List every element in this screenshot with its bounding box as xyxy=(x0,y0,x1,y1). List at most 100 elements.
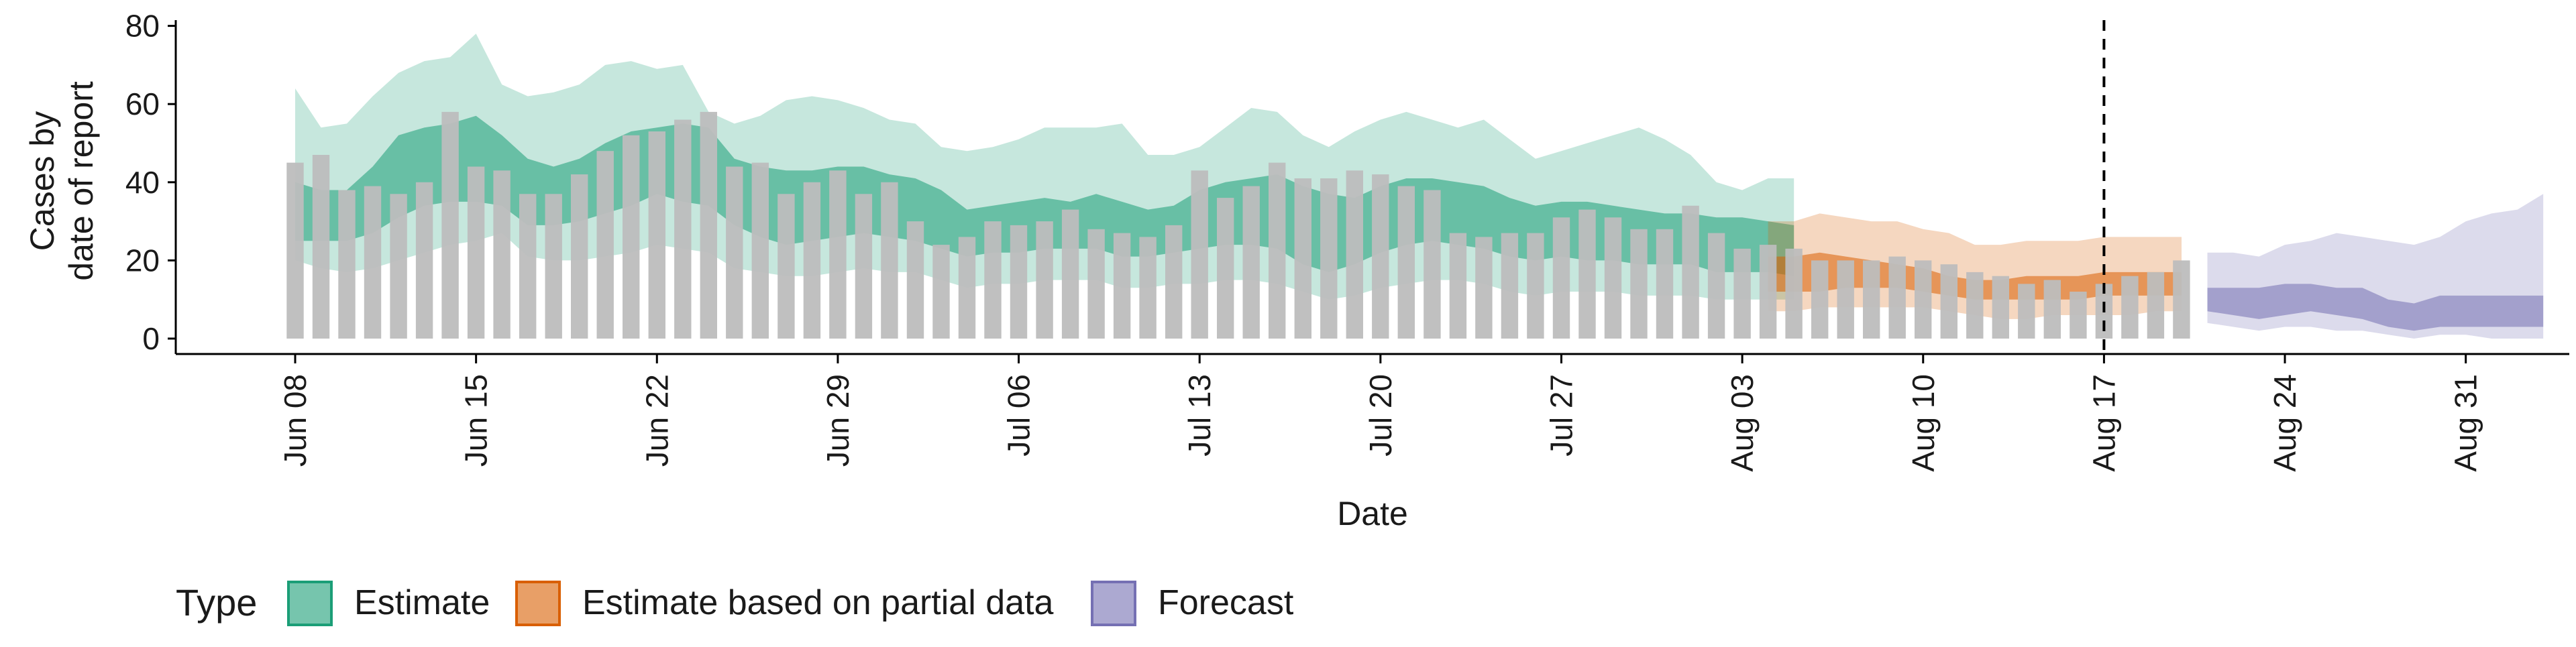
x-tick-label: Jul 20 xyxy=(1363,374,1398,457)
x-tick-label: Aug 10 xyxy=(1906,374,1941,472)
reported-cases-bar xyxy=(467,166,485,339)
legend-label-estimate-based-on-partial-data: Estimate based on partial data xyxy=(582,583,1054,622)
reported-cases-bar xyxy=(364,186,382,339)
x-axis-label: Date xyxy=(1337,495,1408,532)
reported-cases-bar xyxy=(1139,237,1157,339)
y-ticks: 0 20 40 60 80 xyxy=(125,9,176,356)
reported-cases-bar xyxy=(2173,260,2190,339)
reported-cases-bar xyxy=(519,194,537,339)
reported-cases-bar xyxy=(1915,260,1932,339)
reported-cases-bar xyxy=(1604,217,1622,339)
reported-cases-bar xyxy=(1552,217,1570,339)
legend-swatch-estimate-based-on-partial-data xyxy=(515,581,561,626)
x-tick-label: Jun 29 xyxy=(820,374,855,467)
reported-cases-bar xyxy=(958,237,976,339)
reported-cases-bar xyxy=(1527,233,1544,339)
reported-cases-bar xyxy=(674,119,692,339)
axes-layer: Cases by date of report Date xyxy=(23,20,2569,532)
reported-cases-bar xyxy=(1113,233,1131,339)
reported-cases-bar xyxy=(2121,276,2139,339)
bar-layer xyxy=(286,111,2190,339)
reported-cases-bar xyxy=(906,221,924,339)
reported-cases-bar xyxy=(1346,170,1363,339)
reported-cases-bar xyxy=(312,155,330,339)
reported-cases-bar xyxy=(829,170,847,339)
reported-cases-bar xyxy=(571,174,588,339)
x-tick-label: Aug 31 xyxy=(2449,374,2483,472)
reported-cases-bar xyxy=(648,131,665,339)
reported-cases-bar xyxy=(1217,198,1234,339)
reported-cases-bar xyxy=(1501,233,1519,339)
reported-cases-bar xyxy=(2018,284,2035,339)
reported-cases-bar xyxy=(1242,186,1260,339)
reported-cases-bar xyxy=(1707,233,1725,339)
reported-cases-bar xyxy=(1397,186,1415,339)
reported-cases-bar xyxy=(1165,225,1183,339)
x-tick-label: Aug 03 xyxy=(1725,374,1760,472)
reported-cases-bar xyxy=(1733,248,1751,339)
reported-cases-bar xyxy=(338,190,356,339)
reported-cases-bar xyxy=(1294,178,1311,339)
legend-title: Type xyxy=(176,581,257,624)
reported-cases-bar xyxy=(1449,233,1467,339)
reported-cases-bar xyxy=(1759,245,1777,339)
reported-cases-bar xyxy=(390,194,407,339)
reported-cases-bar xyxy=(881,182,898,339)
reported-cases-bar xyxy=(984,221,1002,339)
y-tick-label: 40 xyxy=(125,165,160,200)
legend-label-estimate: Estimate xyxy=(354,583,490,622)
reported-cases-bar xyxy=(1424,190,1441,339)
reported-cases-bar xyxy=(1811,260,1829,339)
reported-cases-bar xyxy=(1372,174,1389,339)
reported-cases-bar xyxy=(855,194,873,339)
x-ticks: Jun 08 Jun 15 Jun 22 Jun 29 Jul 06 Jul 13 Jul … xyxy=(278,354,2483,472)
reported-cases-bar xyxy=(1863,260,1880,339)
reported-cases-bar xyxy=(596,151,614,339)
reported-cases-bar xyxy=(1061,209,1079,339)
reported-cases-bar xyxy=(1992,276,2009,339)
x-tick-label: Aug 24 xyxy=(2267,374,2302,472)
reported-cases-bar xyxy=(2147,272,2165,339)
x-tick-label: Aug 17 xyxy=(2086,374,2121,472)
y-tick-label: 60 xyxy=(125,86,160,121)
reported-cases-bar xyxy=(1682,205,1699,339)
legend-label-forecast: Forecast xyxy=(1158,583,1294,622)
reported-cases-bar xyxy=(726,166,743,339)
reported-cases-bar xyxy=(1785,248,1803,339)
reported-cases-bar xyxy=(700,111,717,339)
y-tick-label: 0 xyxy=(142,321,160,356)
reported-cases-bar xyxy=(1630,229,1648,339)
y-axis-label-line-2: date of report xyxy=(62,81,100,281)
x-tick-label: Jun 22 xyxy=(639,374,674,467)
legend-swatch-estimate xyxy=(287,581,333,626)
reported-cases-bar xyxy=(932,245,950,339)
forecast-inner-band xyxy=(2207,284,2544,331)
reported-cases-bar xyxy=(2070,292,2087,339)
ribbon-layer xyxy=(295,34,2544,339)
reported-cases-bar xyxy=(1087,229,1105,339)
reported-cases-bar xyxy=(441,111,459,339)
reported-cases-bar xyxy=(545,194,562,339)
reported-cases-bar xyxy=(1320,178,1338,339)
reported-cases-bar xyxy=(1010,225,1028,339)
estimate-inner-band xyxy=(295,115,1794,276)
x-tick-label: Jul 06 xyxy=(1002,374,1036,457)
x-tick-label: Jun 15 xyxy=(459,374,494,467)
reported-cases-bar xyxy=(751,162,769,339)
reported-cases-bar xyxy=(803,182,821,339)
x-tick-label: Jun 08 xyxy=(278,374,313,467)
reported-cases-bar xyxy=(1966,272,1984,339)
reported-cases-bar xyxy=(623,135,640,339)
reported-cases-bar xyxy=(415,182,433,339)
reported-cases-bar xyxy=(1940,264,1957,339)
reported-cases-bar xyxy=(1656,229,1674,339)
reported-cases-bar xyxy=(2043,280,2061,339)
reported-cases-bar xyxy=(1269,162,1286,339)
reported-cases-bar xyxy=(777,194,795,339)
reported-cases-bar xyxy=(1036,221,1053,339)
legend: Type Estimate Estimate based on partial d… xyxy=(176,581,1294,626)
reported-cases-bar xyxy=(1578,209,1596,339)
reported-cases-bar xyxy=(493,170,511,339)
